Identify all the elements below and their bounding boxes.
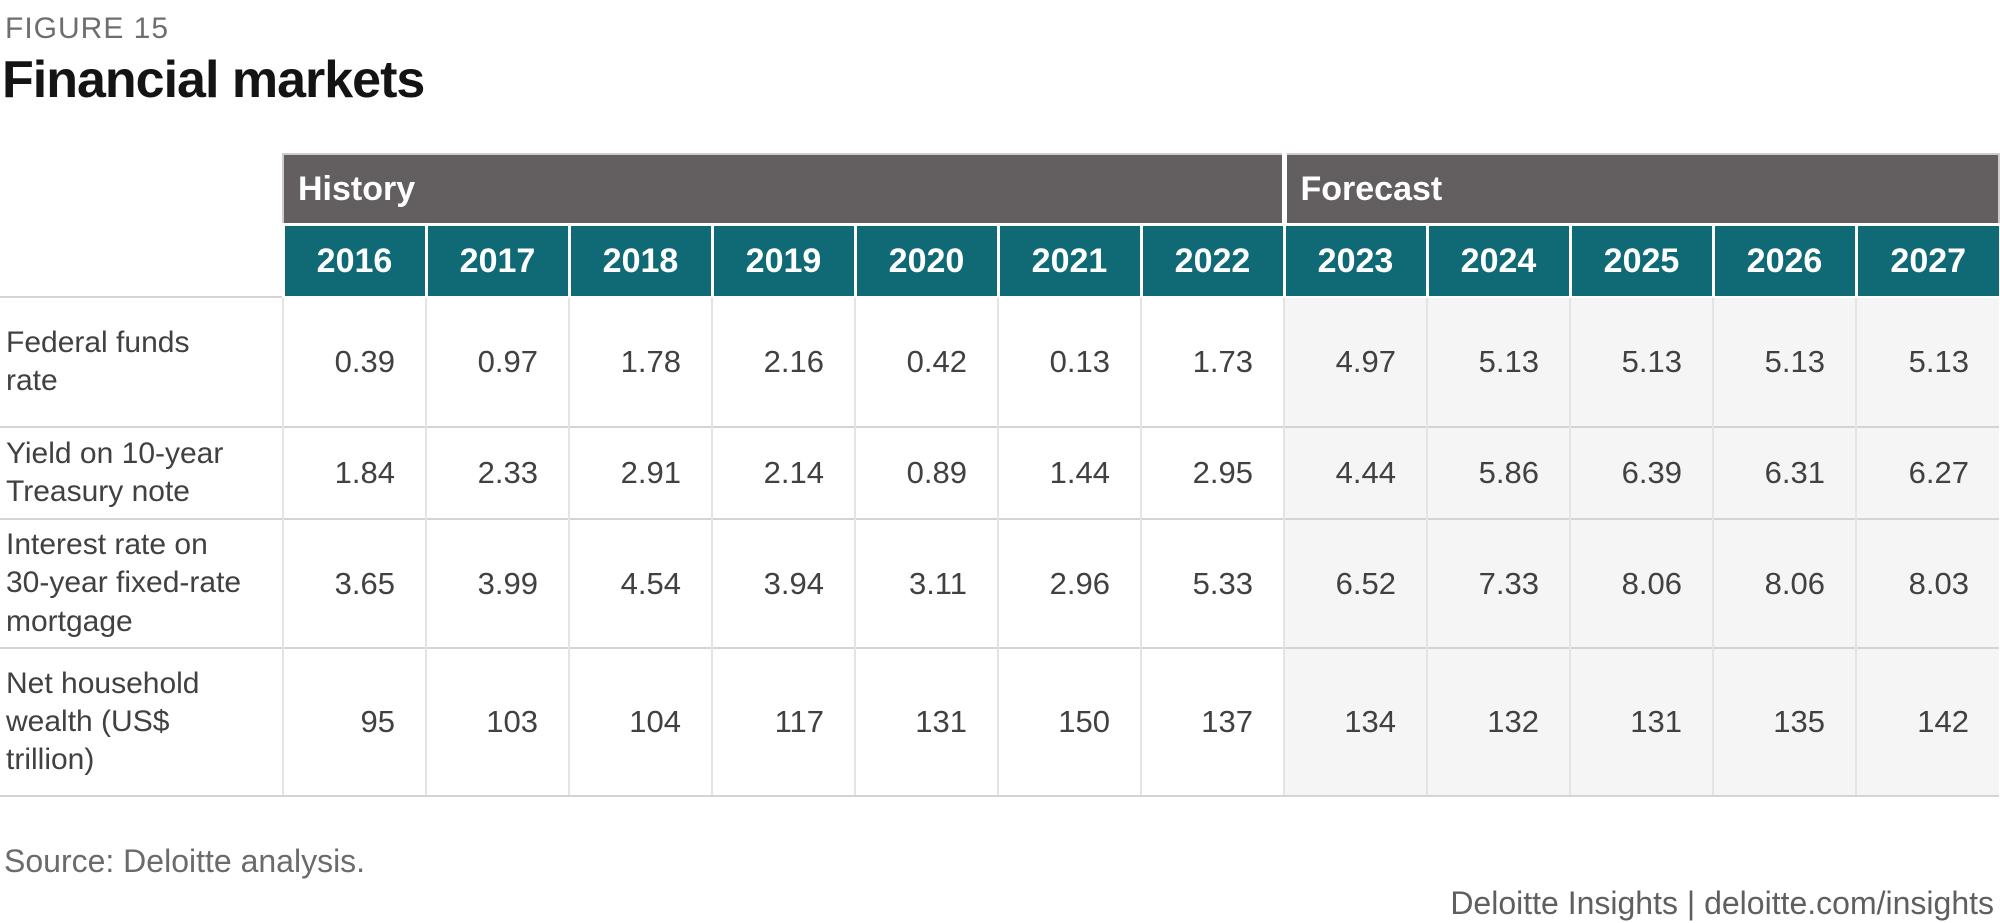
year-header-2025: 2025 [1568,223,1713,298]
table-cell-forecast: 5.13 [1569,296,1713,427]
table-cell-forecast: 8.06 [1569,517,1713,649]
year-header-2019: 2019 [710,223,855,298]
table-cell-forecast: 4.97 [1283,296,1427,427]
table-cell-forecast: 5.13 [1426,296,1570,427]
table-cell-forecast: 132 [1426,647,1570,798]
table-cell: 1.73 [1140,296,1284,427]
financial-markets-table: History Forecast 2016 2017 2018 2019 202… [0,153,2000,798]
year-header-2026: 2026 [1711,223,1856,298]
table-cell: 3.11 [854,517,998,649]
table-cell: 150 [997,647,1141,798]
year-header-2021: 2021 [996,223,1141,298]
table-row-30-year-mortgage-rate: Interest rate on 30-year fixed-rate mort… [0,517,1999,649]
table-cell: 2.33 [425,426,569,519]
table-cell: 0.97 [425,296,569,427]
table-cell-forecast: 8.03 [1855,517,1999,649]
table-cell-forecast: 5.13 [1855,296,1999,427]
row-label: Net household wealth (US$ trillion) [0,647,284,798]
figure-number-label: FIGURE 15 [5,12,170,45]
page-title: Financial markets [2,51,425,109]
table-cell: 3.94 [711,517,855,649]
table-cell-forecast: 4.44 [1283,426,1427,519]
year-header-2018: 2018 [567,223,712,298]
history-group-header: History [282,153,1284,225]
table-cell-forecast: 8.06 [1712,517,1856,649]
table-cell-forecast: 6.31 [1712,426,1856,519]
table-cell-forecast: 134 [1283,647,1427,798]
table-cell: 0.13 [997,296,1141,427]
source-note: Source: Deloitte analysis. [4,843,366,879]
year-header-row: 2016 2017 2018 2019 2020 2021 2022 2023 … [0,223,1999,298]
table-cell-forecast: 5.86 [1426,426,1570,519]
table-cell: 2.14 [711,426,855,519]
deloitte-insights-footer: Deloitte Insights | deloitte.com/insight… [1450,885,1994,921]
row-label: Federal funds rate [0,296,284,427]
year-header-2020: 2020 [853,223,998,298]
table-cell: 95 [282,647,426,798]
year-header-2017: 2017 [424,223,569,298]
table-cell: 131 [854,647,998,798]
table-cell: 0.89 [854,426,998,519]
table-cell-forecast: 6.39 [1569,426,1713,519]
table-cell: 2.96 [997,517,1141,649]
year-header-2027: 2027 [1854,223,1999,298]
table-cell: 117 [711,647,855,798]
table-cell: 2.95 [1140,426,1284,519]
group-header-row: History Forecast [0,153,2000,225]
table-cell: 0.39 [282,296,426,427]
table-row-federal-funds-rate: Federal funds rate 0.39 0.97 1.78 2.16 0… [0,296,1999,427]
row-label: Yield on 10-year Treasury note [0,426,284,519]
table-cell: 104 [568,647,712,798]
table-cell: 2.91 [568,426,712,519]
table-cell: 1.78 [568,296,712,427]
table-header: History Forecast 2016 2017 2018 2019 202… [0,153,2000,298]
table-cell: 0.42 [854,296,998,427]
table-cell: 137 [1140,647,1284,798]
table-cell: 2.16 [711,296,855,427]
year-header-2024: 2024 [1425,223,1570,298]
table-cell-forecast: 131 [1569,647,1713,798]
forecast-group-header: Forecast [1281,153,2000,225]
table-cell-forecast: 142 [1855,647,1999,798]
table-cell-forecast: 6.52 [1283,517,1427,649]
header-spacer-cell [0,224,283,297]
year-header-2022: 2022 [1139,223,1284,298]
row-label: Interest rate on 30-year fixed-rate mort… [0,517,284,649]
year-header-2023: 2023 [1282,223,1427,298]
table-row-10-year-treasury-yield: Yield on 10-year Treasury note 1.84 2.33… [0,426,1999,519]
table-cell: 1.84 [282,426,426,519]
table-cell: 5.33 [1140,517,1284,649]
table-cell-forecast: 6.27 [1855,426,1999,519]
table-cell: 4.54 [568,517,712,649]
table-cell-forecast: 135 [1712,647,1856,798]
table-cell: 3.65 [282,517,426,649]
table-cell: 103 [425,647,569,798]
table-row-net-household-wealth: Net household wealth (US$ trillion) 95 1… [0,647,1999,798]
year-header-2016: 2016 [281,223,426,298]
table-cell-forecast: 5.13 [1712,296,1856,427]
table-cell: 1.44 [997,426,1141,519]
table-cell: 3.99 [425,517,569,649]
header-spacer-cell [0,154,283,225]
table-cell-forecast: 7.33 [1426,517,1570,649]
